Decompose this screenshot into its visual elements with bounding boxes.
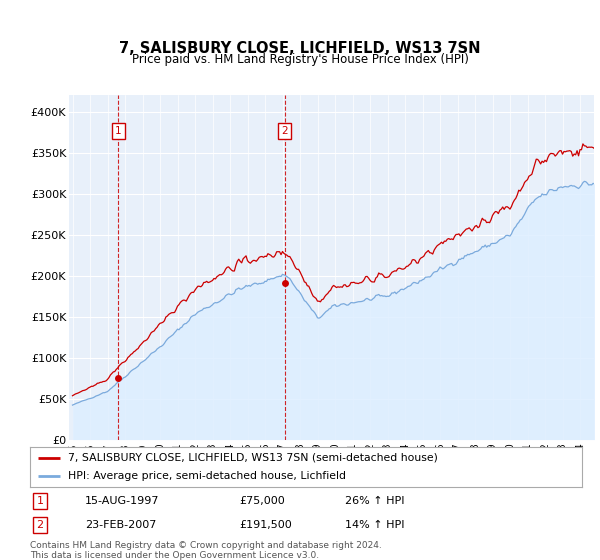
Text: 26% ↑ HPI: 26% ↑ HPI <box>344 496 404 506</box>
Text: 7, SALISBURY CLOSE, LICHFIELD, WS13 7SN (semi-detached house): 7, SALISBURY CLOSE, LICHFIELD, WS13 7SN … <box>68 453 437 463</box>
Text: 15-AUG-1997: 15-AUG-1997 <box>85 496 160 506</box>
Text: 1: 1 <box>37 496 43 506</box>
Text: 23-FEB-2007: 23-FEB-2007 <box>85 520 157 530</box>
Text: £191,500: £191,500 <box>240 520 293 530</box>
Text: £75,000: £75,000 <box>240 496 286 506</box>
Text: 7, SALISBURY CLOSE, LICHFIELD, WS13 7SN: 7, SALISBURY CLOSE, LICHFIELD, WS13 7SN <box>119 41 481 56</box>
Text: 2: 2 <box>281 127 288 137</box>
Text: 2: 2 <box>37 520 43 530</box>
Text: 14% ↑ HPI: 14% ↑ HPI <box>344 520 404 530</box>
Text: Price paid vs. HM Land Registry's House Price Index (HPI): Price paid vs. HM Land Registry's House … <box>131 53 469 66</box>
Text: 1: 1 <box>115 127 122 137</box>
Text: HPI: Average price, semi-detached house, Lichfield: HPI: Average price, semi-detached house,… <box>68 472 346 481</box>
Text: Contains HM Land Registry data © Crown copyright and database right 2024.
This d: Contains HM Land Registry data © Crown c… <box>30 541 382 560</box>
